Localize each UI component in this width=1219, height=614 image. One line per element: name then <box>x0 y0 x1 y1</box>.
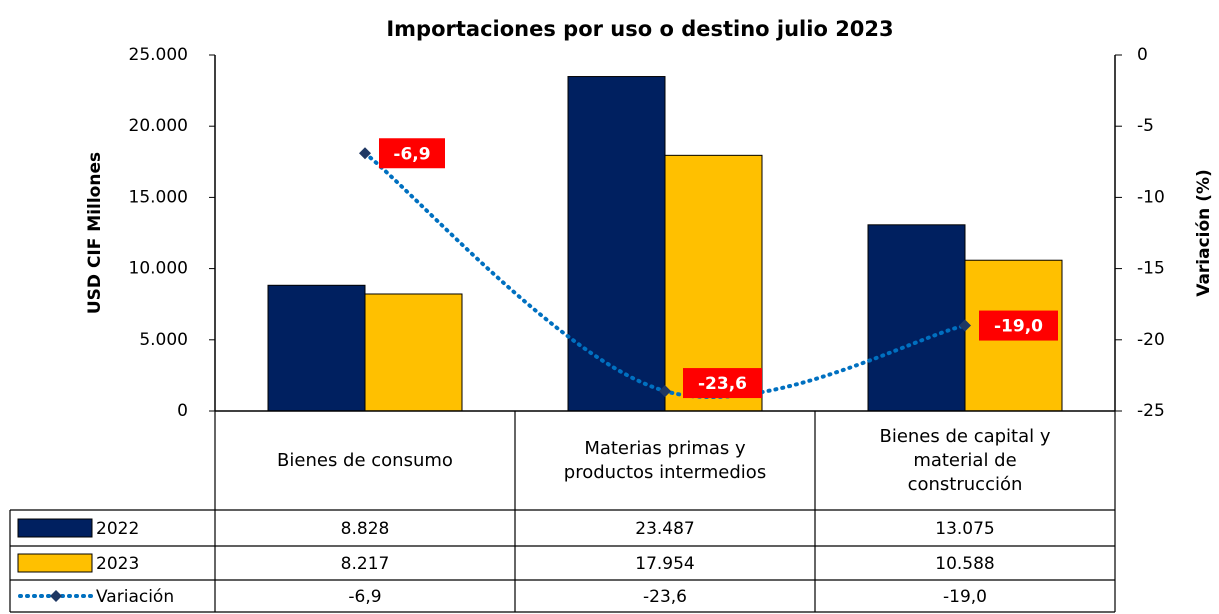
category-label: Bienes de consumo <box>277 449 453 471</box>
y-tick-label: 25.000 <box>129 45 188 65</box>
y-axis-label: USD CIF Millones <box>85 152 105 314</box>
marker <box>959 319 971 332</box>
bar <box>867 224 966 412</box>
y2-tick-label: -5 <box>1137 116 1154 136</box>
marker <box>659 385 671 398</box>
legend-marker <box>50 590 62 602</box>
legend-swatch <box>17 518 93 538</box>
y2-tick-label: -25 <box>1137 401 1165 421</box>
table-value: 13.075 <box>935 519 994 539</box>
table-value: -6,9 <box>348 587 381 607</box>
category-label: Materias primas y productos intermedios <box>563 437 767 483</box>
bar <box>267 284 366 412</box>
y-tick-label: 20.000 <box>129 116 188 136</box>
y-tick-label: 5.000 <box>139 330 188 350</box>
table-value: -23,6 <box>643 587 687 607</box>
legend-label: 2022 <box>96 519 139 539</box>
y2-tick-label: -10 <box>1137 187 1165 207</box>
y-tick-label: 0 <box>177 401 188 421</box>
legend-label: 2023 <box>96 554 139 574</box>
table-value: 8.217 <box>341 554 390 574</box>
legend-label: Variación <box>96 587 174 607</box>
data-label: -6,9 <box>393 144 430 164</box>
bar <box>364 293 463 412</box>
data-label-box <box>979 310 1058 341</box>
y2-axis-label: Variación (%) <box>1194 169 1214 297</box>
bar <box>567 76 666 412</box>
y2-tick-label: -15 <box>1137 259 1165 279</box>
legend-swatch <box>17 553 93 573</box>
category-label: Bienes de capital y material de construc… <box>879 425 1051 495</box>
table-value: 23.487 <box>635 519 694 539</box>
marker <box>359 147 371 160</box>
y-tick-label: 15.000 <box>129 187 188 207</box>
y-tick-label: 10.000 <box>129 259 188 279</box>
data-label-box <box>683 368 762 399</box>
table-value: -19,0 <box>943 587 987 607</box>
data-label: -23,6 <box>698 374 747 394</box>
table-value: 17.954 <box>635 554 694 574</box>
table-value: 8.828 <box>341 519 390 539</box>
chart-title: Importaciones por uso o destino julio 20… <box>386 17 893 41</box>
y2-tick-label: -20 <box>1137 330 1165 350</box>
y2-tick-label: 0 <box>1137 45 1148 65</box>
data-label-box <box>379 138 445 169</box>
data-label: -19,0 <box>994 317 1043 337</box>
table-value: 10.588 <box>935 554 994 574</box>
